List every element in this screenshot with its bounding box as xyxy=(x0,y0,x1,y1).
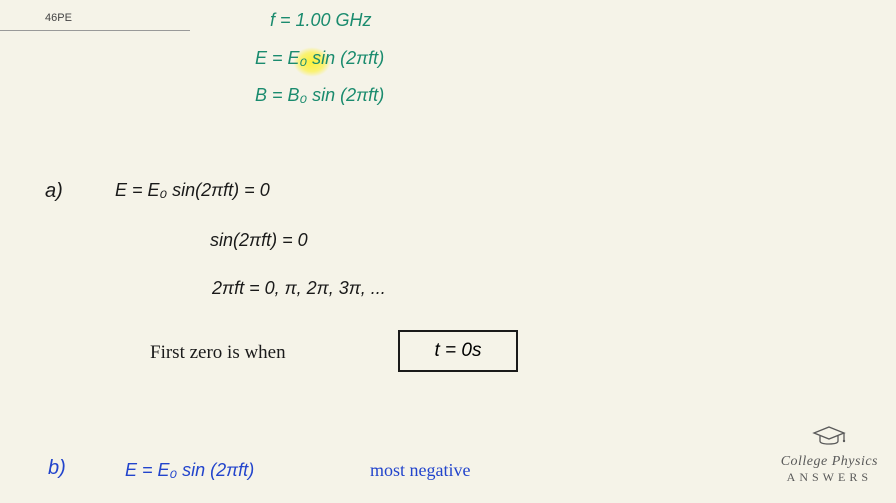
watermark: College Physics ANSWERS xyxy=(781,425,878,485)
answer-box: t = 0s xyxy=(398,330,518,372)
given-frequency: f = 1.00 GHz xyxy=(270,10,372,31)
part-a-conclusion: First zero is when xyxy=(150,342,286,364)
part-a-label: a) xyxy=(45,180,63,203)
header-divider xyxy=(0,30,190,31)
watermark-subtitle: ANSWERS xyxy=(781,470,878,485)
given-b-field: B = B₀ sin (2πft) xyxy=(255,85,384,106)
problem-number: 46PE xyxy=(45,12,72,24)
graduation-cap-icon xyxy=(781,425,878,452)
part-a-line3: 2πft = 0, π, 2π, 3π, ... xyxy=(212,278,386,299)
given-e-field: E = E₀ sin (2πft) xyxy=(255,48,384,69)
part-a-line1: E = E₀ sin(2πft) = 0 xyxy=(115,180,270,201)
watermark-title: College Physics xyxy=(781,454,878,470)
part-a-line2: sin(2πft) = 0 xyxy=(210,230,308,251)
part-b-label: b) xyxy=(48,457,66,480)
part-b-note: most negative xyxy=(370,460,470,481)
answer-value: t = 0s xyxy=(435,340,482,362)
part-b-equation: E = E₀ sin (2πft) xyxy=(125,460,254,481)
